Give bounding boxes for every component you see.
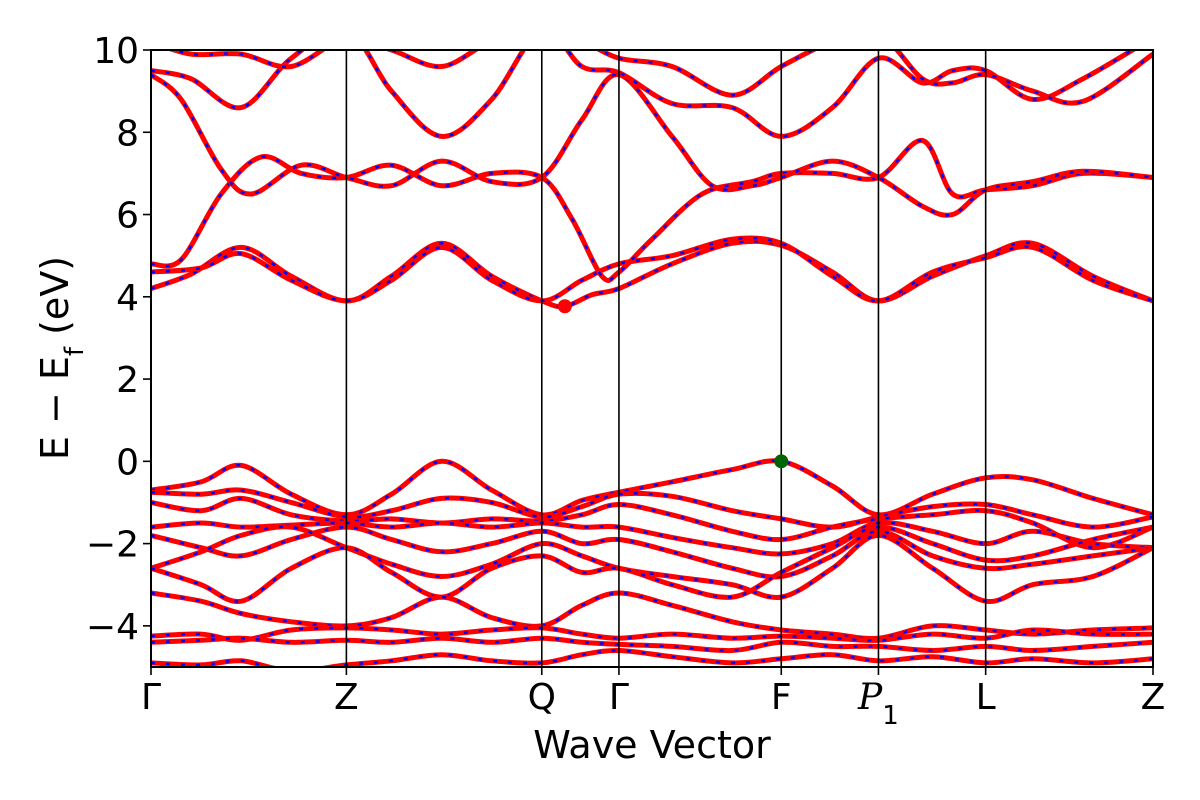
x-axis-label: Wave Vector (533, 723, 771, 767)
band-edge-markers (557, 299, 789, 469)
band-line-red (151, 72, 1153, 218)
conduction-band-minimum-marker (557, 299, 572, 314)
x-tick-label-main: P (857, 677, 883, 718)
y-tick-label-6: 8 (116, 113, 139, 154)
y-tick-label-4: 4 (116, 278, 139, 319)
high-symmetry-lines (345, 50, 987, 667)
x-tick-label-main: F (771, 677, 792, 718)
x-tick-label-subscript: 1 (882, 701, 899, 731)
x-tick-label-6: L (976, 677, 996, 718)
y-tick-label-7: 10 (93, 31, 139, 72)
y-label-main: E − E (33, 356, 77, 460)
y-tick-label-0: −4 (86, 607, 139, 648)
band-line-blue-dash (151, 50, 1135, 138)
x-tick-label-5: P1 (857, 677, 899, 731)
y-label-subscript: f (60, 346, 90, 356)
band-4 (151, 72, 1153, 218)
y-tick-label-3: 2 (116, 360, 139, 401)
x-tick-label-main: Z (1141, 677, 1166, 718)
x-tick-label-main: Γ (609, 677, 629, 718)
x-tick-label-7: Z (1141, 677, 1166, 718)
band-line-red (151, 50, 1138, 139)
x-tick-label-1: Z (334, 677, 359, 718)
y-tick-label-2: 0 (116, 442, 139, 483)
x-tick-label-0: Γ (141, 677, 161, 718)
band-17 (151, 647, 1153, 667)
x-tick-label-2: Q (528, 677, 556, 718)
band-16 (151, 635, 1153, 654)
y-tick-label-1: −2 (86, 525, 139, 566)
x-tick-label-main: Z (334, 677, 359, 718)
x-tick-label-3: Γ (609, 677, 629, 718)
band-line-red (151, 635, 1153, 654)
y-axis-ticks: −4 −2 0 2 4 6 8 10 (86, 31, 151, 648)
band-line-blue-dash (151, 649, 1153, 667)
x-axis-ticks: Γ Z Q Γ F P1 L Z (141, 667, 1165, 731)
y-tick-label-5: 6 (116, 196, 139, 237)
x-tick-label-main: Γ (141, 677, 161, 718)
x-tick-label-main: Q (528, 677, 556, 718)
valence-band-maximum-marker (774, 454, 789, 469)
band-lines (151, 50, 1153, 667)
y-axis-label: E − Ef (eV) (33, 256, 90, 460)
x-tick-label-main: L (976, 677, 996, 718)
x-tick-label-4: F (771, 677, 792, 718)
y-label-unit: (eV) (33, 256, 77, 347)
plot-frame (150, 49, 1154, 668)
band-5 (151, 50, 1138, 139)
